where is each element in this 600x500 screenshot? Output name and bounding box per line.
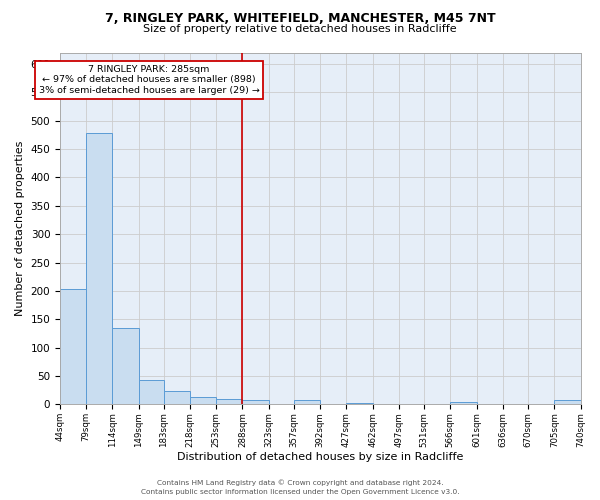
Text: Contains HM Land Registry data © Crown copyright and database right 2024.: Contains HM Land Registry data © Crown c… bbox=[157, 480, 443, 486]
Bar bbox=[294, 400, 320, 404]
Bar bbox=[139, 380, 164, 404]
Bar bbox=[451, 402, 476, 404]
Bar bbox=[242, 400, 269, 404]
Text: Size of property relative to detached houses in Radcliffe: Size of property relative to detached ho… bbox=[143, 24, 457, 34]
Bar bbox=[164, 392, 190, 404]
Bar bbox=[554, 400, 581, 404]
Text: 7 RINGLEY PARK: 285sqm
← 97% of detached houses are smaller (898)
3% of semi-det: 7 RINGLEY PARK: 285sqm ← 97% of detached… bbox=[38, 65, 259, 95]
Bar bbox=[217, 399, 242, 404]
Bar bbox=[112, 328, 139, 404]
X-axis label: Distribution of detached houses by size in Radcliffe: Distribution of detached houses by size … bbox=[177, 452, 463, 462]
Bar bbox=[86, 133, 112, 404]
Y-axis label: Number of detached properties: Number of detached properties bbox=[15, 141, 25, 316]
Bar bbox=[190, 397, 217, 404]
Text: 7, RINGLEY PARK, WHITEFIELD, MANCHESTER, M45 7NT: 7, RINGLEY PARK, WHITEFIELD, MANCHESTER,… bbox=[104, 12, 496, 24]
Text: Contains public sector information licensed under the Open Government Licence v3: Contains public sector information licen… bbox=[140, 489, 460, 495]
Bar bbox=[346, 402, 373, 404]
Bar bbox=[60, 289, 86, 405]
